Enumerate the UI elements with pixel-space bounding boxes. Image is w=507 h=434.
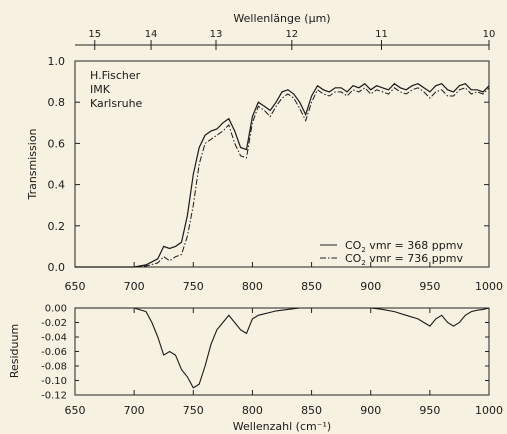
legend-entry-368: CO2 vmr = 368 ppmv (345, 239, 463, 254)
annotation-line-2: IMK (90, 83, 111, 96)
transmission-y-tick-label-1: 0.2 (48, 220, 66, 233)
transmission-x-tick-label-7: 1000 (475, 280, 503, 293)
wavelength-tick-label-2: 13 (210, 29, 223, 40)
annotation-line-1: H.Fischer (90, 69, 141, 82)
residuum-y-tick-label-5: -0.10 (41, 376, 67, 387)
transmission-x-tick-label-0: 650 (65, 280, 86, 293)
residuum-y-tick-label-3: -0.06 (41, 347, 67, 358)
residuum-y-tick-label-1: -0.02 (41, 318, 67, 329)
residuum-x-ticks: 650 700 750 800 850 900 950 1000 (65, 308, 503, 417)
transmission-y-tick-label-3: 0.6 (48, 137, 66, 150)
transmission-x-tick-label-4: 850 (301, 280, 322, 293)
transmission-line-736 (75, 87, 490, 268)
transmission-series (75, 82, 490, 268)
residuum-x-tick-label-6: 950 (419, 404, 440, 417)
wavelength-tick-label-3: 12 (285, 29, 298, 40)
residuum-y-tick-label-6: -0.12 (41, 391, 67, 402)
transmission-x-tick-label-3: 800 (242, 280, 263, 293)
transmission-panel: Wellenlänge (µm) 15 14 13 12 11 10 650 700 750 8… (26, 12, 503, 293)
wavelength-tick-label-1: 14 (145, 29, 158, 40)
residuum-y-tick-label-0: 0.00 (45, 304, 67, 315)
wavelength-ticks: 15 14 13 12 11 10 (88, 29, 495, 50)
residuum-x-tick-label-1: 700 (124, 404, 145, 417)
residuum-y-ticks: 0.00 -0.02 -0.04 -0.06 -0.08 -0.10 -0.12 (41, 304, 489, 402)
wavelength-axis-title: Wellenlänge (µm) (233, 12, 330, 25)
transmission-plot-frame (74, 60, 490, 268)
residuum-x-tick-label-3: 800 (242, 404, 263, 417)
transmission-y-tick-label-0: 0.0 (48, 261, 66, 274)
residuum-line (75, 307, 490, 389)
residuum-x-tick-label-2: 750 (183, 404, 204, 417)
transmission-line-368 (75, 82, 490, 268)
legend: CO2 vmr = 368 ppmv CO2 vmr = 736 ppmv (320, 239, 463, 267)
residuum-axis-title: Residuum (8, 324, 21, 378)
wavelength-tick-label-0: 15 (88, 29, 101, 40)
residuum-x-tick-label-5: 900 (360, 404, 381, 417)
transmission-x-tick-label-6: 950 (419, 280, 440, 293)
transmission-y-tick-label-5: 1.0 (48, 55, 66, 68)
transmission-axis-title: Transmission (26, 128, 39, 200)
transmission-y-tick-label-4: 0.8 (48, 96, 66, 109)
residuum-panel: 650 700 750 800 850 900 950 1000 0.00 -0.02 -0.04… (8, 304, 503, 434)
wavelength-tick-label-5: 10 (483, 29, 496, 40)
transmission-y-tick-label-2: 0.4 (48, 179, 66, 192)
residuum-x-tick-label-0: 650 (65, 404, 86, 417)
residuum-x-tick-label-4: 850 (301, 404, 322, 417)
residuum-x-tick-label-7: 1000 (475, 404, 503, 417)
annotation-line-3: Karlsruhe (90, 97, 143, 110)
legend-entry-736: CO2 vmr = 736 ppmv (345, 252, 463, 267)
transmission-x-ticks: 650 700 750 800 850 900 950 1000 (65, 262, 503, 293)
residuum-y-tick-label-2: -0.04 (41, 333, 67, 344)
residuum-plot-frame (74, 307, 490, 396)
transmission-x-tick-label-2: 750 (183, 280, 204, 293)
transmission-x-tick-label-5: 900 (360, 280, 381, 293)
wavelength-tick-label-4: 11 (375, 29, 388, 40)
transmission-y-ticks: 0.0 0.2 0.4 0.6 0.8 1.0 (48, 55, 489, 274)
residuum-y-tick-label-4: -0.08 (41, 362, 67, 373)
wavenumber-axis-title: Wellenzahl (cm⁻¹) (233, 420, 331, 433)
residuum-series (75, 307, 490, 389)
transmission-x-tick-label-1: 700 (124, 280, 145, 293)
